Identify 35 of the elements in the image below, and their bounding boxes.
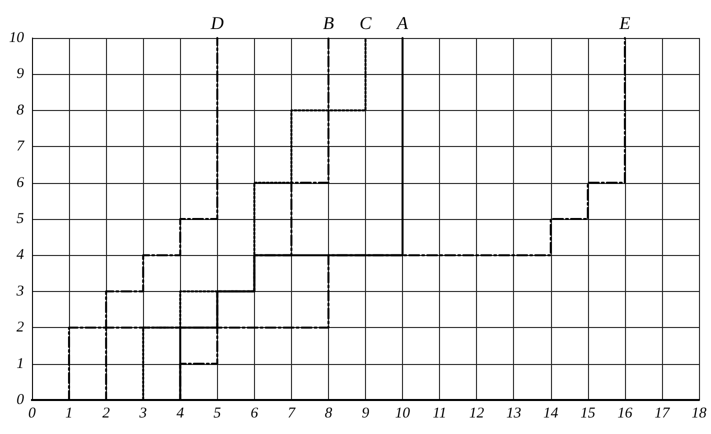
x-tick-label: 9	[362, 406, 370, 422]
y-tick-label: 6	[16, 174, 24, 191]
x-tick-label: 0	[28, 406, 36, 422]
y-tick-label: 8	[16, 102, 24, 118]
x-tick-label: 18	[692, 406, 707, 422]
x-tick-label: 4	[176, 406, 184, 422]
series-label: B	[322, 13, 334, 33]
x-tick-label: 12	[469, 406, 485, 422]
y-tick-label: 5	[16, 211, 24, 227]
x-tick-label: 10	[395, 406, 411, 422]
x-tick-label: 2	[102, 406, 110, 422]
y-tick-label: 0	[16, 392, 24, 408]
y-tick-label: 1	[16, 356, 24, 372]
y-tick-label: 10	[9, 30, 24, 46]
series-label: C	[359, 13, 372, 33]
x-tick-label: 3	[138, 406, 147, 422]
y-tick-label: 7	[16, 138, 26, 155]
x-tick-label: 13	[506, 406, 522, 422]
y-tick-label: 4	[16, 247, 24, 264]
x-tick-label: 5	[214, 406, 222, 422]
x-tick-label: 1	[65, 406, 73, 422]
x-tick-label: 15	[580, 406, 596, 422]
y-tick-label: 3	[16, 283, 24, 300]
series-label: A	[396, 13, 410, 33]
series-label: E	[618, 13, 630, 33]
x-tick-label: 6	[250, 406, 259, 422]
series-label: D	[210, 13, 224, 33]
x-tick-label: 7	[288, 406, 297, 422]
x-tick-label: 11	[432, 406, 447, 422]
x-tick-label: 14	[543, 406, 559, 422]
x-tick-label: 8	[324, 406, 333, 422]
y-tick-label: 9	[16, 66, 24, 82]
x-tick-label: 16	[617, 406, 633, 422]
y-tick-label: 2	[16, 320, 24, 336]
x-tick-label: 17	[654, 406, 671, 422]
